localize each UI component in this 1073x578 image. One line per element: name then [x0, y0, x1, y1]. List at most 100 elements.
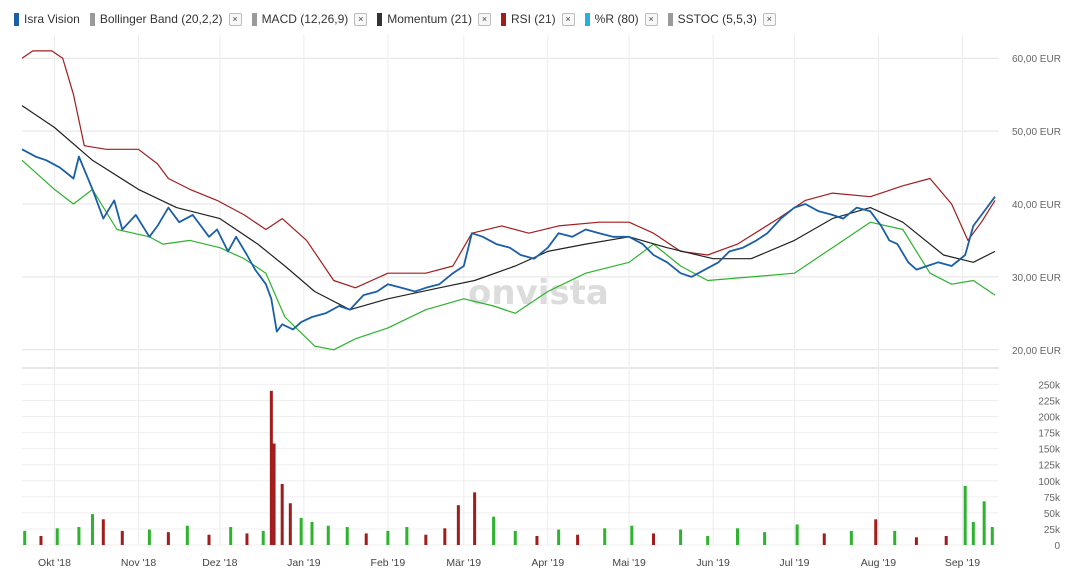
legend-item-0[interactable]: Isra Vision	[14, 12, 80, 26]
volume-bar	[944, 536, 948, 545]
legend-swatch	[14, 12, 19, 26]
series-line-1	[21, 105, 996, 311]
month-tick-label: Feb '19	[371, 557, 406, 569]
volume-bar	[364, 533, 368, 545]
month-tick-label: Jun '19	[696, 557, 730, 569]
volume-bar	[971, 521, 975, 545]
legend-item-2[interactable]: MACD (12,26,9) ×	[251, 12, 368, 26]
volume-bar	[576, 534, 580, 545]
legend-swatch	[377, 12, 383, 26]
volume-tick-label: 225k	[1038, 396, 1061, 407]
series-line-0	[21, 148, 996, 333]
volume-bar	[603, 528, 607, 545]
volume-bar	[39, 536, 43, 545]
legend-label: RSI (21)	[510, 12, 556, 26]
legend-label: Momentum (21)	[387, 12, 472, 26]
month-tick-label: Jul '19	[779, 557, 809, 569]
series-line-2	[21, 50, 996, 289]
volume-bar	[23, 530, 27, 545]
legend-item-1[interactable]: Bollinger Band (20,2,2) ×	[89, 12, 242, 26]
volume-bar	[77, 527, 81, 545]
volume-bar	[706, 536, 710, 545]
legend-item-6[interactable]: SSTOC (5,5,3) ×	[667, 12, 776, 26]
volume-bar	[473, 492, 477, 545]
watermark-text: onvista	[468, 273, 609, 313]
volume-bar	[288, 503, 292, 545]
remove-indicator-button[interactable]: ×	[644, 12, 658, 26]
volume-tick-label: 250k	[1038, 380, 1061, 391]
volume-bar	[310, 521, 314, 545]
volume-bar	[914, 537, 918, 545]
volume-bar	[990, 527, 994, 545]
volume-bar	[893, 530, 897, 545]
volume-bar	[822, 533, 826, 545]
volume-bar	[652, 533, 656, 545]
volume-tick-label: 200k	[1038, 413, 1061, 424]
volume-tick-label: 100k	[1038, 477, 1061, 488]
month-tick-label: Okt '18	[38, 557, 71, 569]
volume-bar	[120, 530, 124, 545]
legend-swatch	[584, 12, 590, 26]
remove-indicator-button[interactable]: ×	[228, 12, 242, 26]
volume-bar	[456, 505, 460, 545]
legend-item-3[interactable]: Momentum (21) ×	[377, 12, 491, 26]
volume-bar	[269, 390, 273, 545]
chart-axes: 60,00 EUR 50,00 EUR 40,00 EUR 30,00 EUR 20,0…	[38, 54, 1061, 569]
month-tick-label: Jan '19	[287, 557, 321, 569]
volume-bar	[763, 532, 767, 545]
volume-bar	[272, 443, 276, 545]
volume-bar	[963, 485, 967, 545]
volume-bar	[386, 530, 390, 545]
month-tick-label: Mai '19	[612, 557, 646, 569]
volume-bar	[245, 533, 249, 545]
volume-bar	[147, 529, 151, 545]
volume-bar	[492, 516, 496, 545]
volume-bar	[513, 530, 517, 545]
volume-tick-label: 75k	[1044, 493, 1061, 504]
remove-indicator-button[interactable]: ×	[354, 12, 368, 26]
volume-bar	[679, 529, 683, 545]
volume-bar	[874, 519, 878, 545]
month-tick-label: Dez '18	[202, 557, 237, 569]
volume-bar	[736, 528, 740, 545]
price-lines	[21, 50, 996, 351]
volume-bar	[557, 529, 561, 545]
remove-indicator-button[interactable]: ×	[762, 12, 776, 26]
volume-bar	[405, 527, 409, 545]
volume-bar	[261, 530, 265, 545]
legend-item-5[interactable]: %R (80) ×	[584, 12, 658, 26]
price-tick-label: 50,00 EUR	[1012, 127, 1061, 138]
volume-bars	[23, 390, 994, 545]
remove-indicator-button[interactable]: ×	[561, 12, 575, 26]
legend-swatch	[500, 12, 506, 26]
month-tick-label: Aug '19	[861, 557, 896, 569]
volume-bar	[443, 528, 447, 545]
volume-bar	[630, 525, 634, 545]
price-tick-label: 20,00 EUR	[1012, 346, 1061, 357]
volume-bar	[90, 514, 94, 545]
chart-legend: Isra Vision Bollinger Band (20,2,2) × MACD …	[14, 10, 786, 28]
volume-bar	[101, 519, 105, 545]
volume-tick-label: 0	[1054, 541, 1060, 552]
volume-bar	[424, 534, 428, 545]
volume-bar	[185, 525, 189, 545]
volume-bar	[299, 518, 303, 545]
volume-bar	[795, 524, 799, 545]
month-tick-label: Nov '18	[121, 557, 156, 569]
month-tick-label: Apr '19	[531, 557, 564, 569]
volume-bar	[982, 501, 986, 545]
volume-tick-label: 50k	[1044, 509, 1061, 520]
legend-swatch	[251, 12, 257, 26]
volume-tick-label: 25k	[1044, 525, 1061, 536]
legend-item-4[interactable]: RSI (21) ×	[500, 12, 575, 26]
volume-bar	[229, 527, 233, 545]
remove-indicator-button[interactable]: ×	[477, 12, 491, 26]
legend-label: MACD (12,26,9)	[261, 12, 349, 26]
legend-swatch	[89, 12, 95, 26]
volume-bar	[55, 528, 59, 545]
price-tick-label: 30,00 EUR	[1012, 273, 1061, 284]
volume-bar	[326, 525, 330, 545]
legend-label: Isra Vision	[24, 12, 80, 26]
volume-bar	[207, 534, 211, 545]
